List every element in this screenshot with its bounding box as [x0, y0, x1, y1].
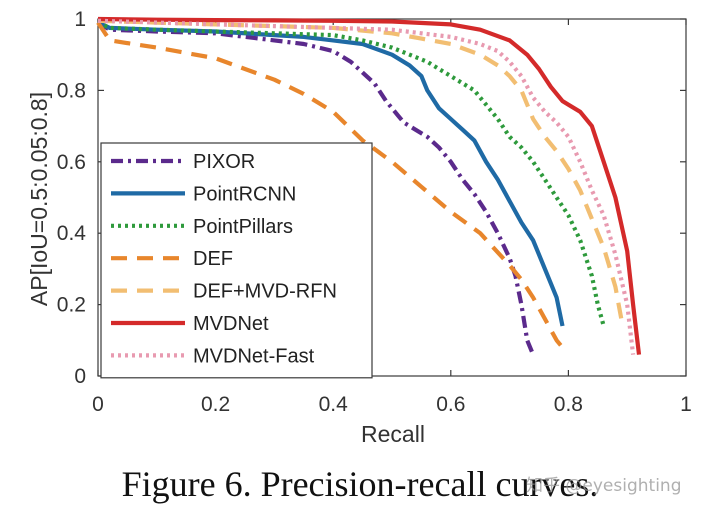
series-line-mvdnet	[97, 16, 642, 355]
axes-box	[97, 18, 687, 377]
legend-label: PointRCNN	[193, 183, 296, 205]
y-tick-label: 1	[74, 8, 86, 31]
watermark: 知乎 @eyesighting	[526, 476, 682, 496]
x-tick-label: 0.4	[319, 393, 349, 416]
y-tick-label: 0.8	[57, 79, 86, 102]
x-tick-label: 0.2	[201, 393, 230, 416]
figure-caption: Figure 6. Precision-recall curves.	[121, 464, 599, 504]
legend: PIXOR PointRCNN PointPillars DEF DEF+MVD-RFN…	[100, 142, 373, 379]
y-tick-label: 0.6	[57, 151, 86, 174]
y-tick-label: 0.2	[57, 294, 86, 317]
x-tick-label: 0	[92, 393, 104, 416]
legend-label: DEF+MVD-RFN	[193, 281, 337, 303]
legend-label: MVDNet	[193, 313, 269, 335]
legend-label: PIXOR	[193, 151, 255, 173]
y-tick-label: 0.4	[57, 222, 87, 245]
x-tick-label: 0.8	[554, 393, 583, 416]
x-axis-label: Recall	[361, 421, 425, 447]
legend-label: PointPillars	[193, 216, 293, 238]
plot-area-frame	[97, 18, 687, 377]
series-lines	[96, 16, 642, 356]
series-line-def	[96, 21, 565, 349]
legend-box	[100, 142, 373, 379]
y-axis-label: AP[IoU=0.5:0.05:0.8]	[26, 92, 52, 306]
axis-ticks: 0 0.2 0.4 0.6 0.8 1 0 0.2 0.4 0.6 0.8 1	[57, 8, 692, 416]
series-line-mvdnet-fast	[97, 18, 636, 355]
y-tick-label: 0	[74, 365, 86, 388]
legend-label: DEF	[193, 248, 233, 270]
x-tick-label: 1	[680, 393, 692, 416]
x-tick-label: 0.6	[436, 393, 465, 416]
series-line-pointrcnn	[97, 20, 565, 327]
series-line-pixor	[96, 20, 536, 356]
legend-label: MVDNet-Fast	[193, 345, 315, 367]
